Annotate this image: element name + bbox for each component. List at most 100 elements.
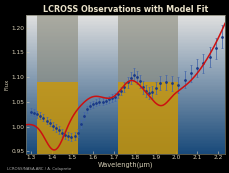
Bar bbox=[26, 114, 224, 115]
Bar bbox=[26, 90, 224, 92]
Bar bbox=[118, 15, 178, 82]
Bar bbox=[26, 64, 224, 65]
Bar bbox=[26, 137, 224, 139]
Bar bbox=[26, 116, 224, 118]
Title: LCROSS Observations with Model Fit: LCROSS Observations with Model Fit bbox=[43, 5, 207, 14]
Bar bbox=[26, 141, 224, 143]
Bar bbox=[26, 95, 224, 97]
Bar bbox=[26, 71, 224, 72]
Bar bbox=[26, 98, 224, 100]
Bar bbox=[26, 39, 224, 40]
Bar bbox=[26, 36, 224, 38]
Bar bbox=[26, 104, 224, 105]
Bar bbox=[26, 15, 224, 17]
Bar bbox=[26, 54, 224, 56]
Bar bbox=[26, 91, 224, 93]
Bar bbox=[26, 105, 224, 107]
Bar bbox=[26, 28, 224, 29]
Bar bbox=[26, 48, 224, 50]
Bar bbox=[26, 42, 224, 43]
Bar bbox=[26, 79, 224, 80]
Bar bbox=[26, 100, 224, 101]
Bar bbox=[26, 122, 224, 123]
Bar bbox=[26, 80, 224, 82]
Bar bbox=[26, 121, 224, 122]
Bar bbox=[26, 87, 224, 89]
Bar bbox=[26, 140, 224, 141]
Bar bbox=[26, 83, 224, 85]
Bar bbox=[26, 128, 224, 129]
Bar bbox=[26, 115, 224, 116]
Bar bbox=[26, 24, 224, 25]
Bar bbox=[26, 50, 224, 51]
Bar bbox=[26, 55, 224, 57]
Bar bbox=[26, 46, 224, 47]
Bar bbox=[26, 94, 224, 96]
Bar bbox=[26, 68, 224, 69]
Bar bbox=[26, 33, 224, 35]
Bar bbox=[26, 148, 224, 150]
Bar bbox=[26, 89, 224, 90]
Bar bbox=[26, 110, 224, 111]
Bar bbox=[26, 22, 224, 24]
Bar bbox=[26, 133, 224, 134]
Bar bbox=[26, 112, 224, 114]
Bar bbox=[26, 103, 224, 104]
Bar bbox=[26, 25, 224, 26]
Bar bbox=[26, 145, 224, 147]
Bar bbox=[26, 130, 224, 132]
Bar bbox=[26, 152, 224, 154]
Bar bbox=[26, 123, 224, 125]
Bar bbox=[26, 73, 224, 75]
Bar bbox=[26, 44, 224, 46]
Bar bbox=[37, 82, 77, 154]
Bar bbox=[26, 75, 224, 76]
Bar bbox=[26, 61, 224, 62]
Bar bbox=[26, 35, 224, 36]
Bar bbox=[26, 118, 224, 119]
Bar bbox=[26, 21, 224, 22]
Bar bbox=[37, 15, 77, 82]
Bar bbox=[26, 119, 224, 121]
Bar bbox=[26, 40, 224, 42]
Bar bbox=[26, 32, 224, 33]
Bar bbox=[26, 86, 224, 87]
Bar bbox=[26, 57, 224, 58]
Bar bbox=[26, 84, 224, 86]
Bar bbox=[26, 47, 224, 49]
Bar bbox=[26, 78, 224, 79]
Text: LCROSS/NASA-ARC / A. Colaprete: LCROSS/NASA-ARC / A. Colaprete bbox=[7, 167, 71, 171]
Bar bbox=[26, 62, 224, 64]
Bar bbox=[26, 69, 224, 71]
Bar bbox=[26, 26, 224, 28]
Bar bbox=[26, 29, 224, 31]
Bar bbox=[26, 111, 224, 112]
Bar bbox=[26, 129, 224, 130]
Bar bbox=[26, 97, 224, 98]
X-axis label: Wavelength(μm): Wavelength(μm) bbox=[97, 162, 153, 168]
Bar bbox=[26, 60, 224, 61]
Bar bbox=[26, 18, 224, 20]
Bar bbox=[26, 125, 224, 126]
Bar bbox=[26, 51, 224, 53]
Bar bbox=[26, 126, 224, 128]
Bar bbox=[26, 37, 224, 39]
Bar bbox=[26, 151, 224, 152]
Bar bbox=[26, 134, 224, 136]
Bar bbox=[26, 93, 224, 94]
Bar bbox=[26, 136, 224, 137]
Bar bbox=[26, 150, 224, 151]
Bar bbox=[26, 66, 224, 68]
Bar bbox=[26, 53, 224, 54]
Bar bbox=[118, 82, 178, 154]
Bar bbox=[26, 101, 224, 103]
Bar bbox=[26, 82, 224, 83]
Bar bbox=[26, 58, 224, 60]
Bar bbox=[26, 107, 224, 108]
Bar bbox=[26, 144, 224, 145]
Bar bbox=[26, 147, 224, 148]
Bar bbox=[26, 143, 224, 144]
Bar bbox=[26, 65, 224, 67]
Bar bbox=[26, 132, 224, 133]
Bar bbox=[26, 19, 224, 21]
